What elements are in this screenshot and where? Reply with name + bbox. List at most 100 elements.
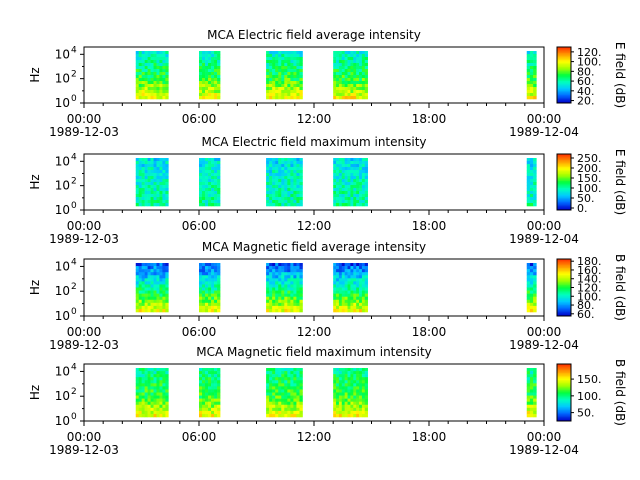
heatmap-cell: [533, 404, 537, 409]
heatmap-cell: [350, 269, 354, 273]
heatmap-cell: [347, 374, 351, 378]
heatmap-cell: [208, 401, 212, 406]
heatmap-cell: [350, 90, 354, 94]
heatmap-cell: [344, 404, 348, 409]
heatmap-cell: [278, 54, 282, 58]
y-tick-label: 10: [55, 47, 70, 61]
heatmap-cell: [336, 398, 340, 402]
heatmap-cell: [284, 66, 288, 70]
heatmap-cell: [266, 410, 270, 415]
heatmap-cell: [211, 185, 215, 189]
heatmap-cell: [153, 404, 157, 409]
heatmap-cell: [299, 290, 303, 294]
heatmap-cell: [290, 371, 294, 375]
heatmap-cell: [144, 284, 148, 288]
heatmap-cell: [364, 281, 368, 285]
heatmap-cell: [150, 69, 154, 73]
heatmap-cell: [336, 413, 340, 418]
heatmap-cell: [199, 275, 203, 279]
heatmap-cell: [529, 380, 534, 384]
heatmap-cell: [135, 374, 140, 378]
colorbar-segment: [557, 395, 571, 398]
heatmap-cell: [205, 404, 209, 409]
heatmap-cell: [269, 407, 273, 412]
heatmap-cell: [138, 302, 142, 307]
heatmap-cell: [533, 383, 537, 387]
colorbar-segment: [557, 406, 571, 409]
heatmap-cell: [147, 383, 151, 387]
heatmap-cell: [529, 182, 534, 186]
heatmap-cell: [350, 374, 354, 378]
heatmap-cell: [272, 57, 276, 61]
heatmap-cell: [153, 368, 157, 372]
heatmap-cell: [144, 72, 148, 76]
heatmap-cell: [156, 380, 160, 384]
heatmap-cell: [138, 386, 142, 390]
colorbar-segment: [557, 393, 571, 396]
heatmap-cell: [281, 380, 285, 384]
heatmap-cell: [162, 278, 166, 282]
heatmap-cell: [287, 404, 291, 409]
heatmap-cell: [533, 284, 537, 288]
heatmap-cell: [353, 72, 357, 76]
heatmap-cell: [214, 69, 218, 73]
heatmap-cell: [138, 398, 142, 402]
heatmap-cell: [135, 266, 140, 270]
heatmap-cell: [153, 170, 157, 174]
heatmap-cell: [299, 54, 303, 58]
heatmap-cell: [336, 395, 340, 399]
heatmap-cell: [202, 81, 206, 85]
heatmap-cell: [359, 371, 363, 375]
heatmap-cell: [211, 296, 215, 301]
heatmap-cell: [533, 413, 537, 418]
heatmap-cell: [147, 84, 151, 88]
heatmap-cell: [147, 293, 151, 297]
heatmap-cell: [336, 263, 340, 267]
heatmap-cell: [336, 392, 340, 396]
heatmap-cell: [199, 66, 203, 70]
heatmap-cell: [336, 284, 340, 288]
colorbar-segment: [557, 298, 571, 301]
heatmap-cell: [162, 78, 166, 82]
heatmap-cell: [159, 377, 163, 381]
heatmap-cell: [284, 54, 288, 58]
heatmap-cell: [208, 392, 212, 396]
heatmap-cell: [361, 75, 366, 79]
heatmap-cell: [147, 93, 151, 97]
heatmap-cell: [359, 75, 363, 79]
heatmap-cell: [284, 84, 288, 88]
heatmap-cell: [275, 203, 279, 207]
heatmap-cell: [205, 263, 209, 267]
heatmap-cell: [272, 299, 276, 304]
colorbar-tick-label: 0.: [577, 202, 588, 215]
heatmap-cell: [364, 167, 368, 171]
heatmap-cell: [144, 51, 148, 55]
heatmap-cell: [135, 272, 140, 276]
heatmap-cell: [141, 266, 145, 270]
heatmap-cell: [269, 374, 273, 378]
heatmap-cell: [266, 57, 270, 61]
heatmap-cell: [211, 275, 215, 279]
heatmap-cell: [205, 395, 209, 399]
heatmap-cell: [162, 185, 166, 189]
heatmap-cell: [211, 63, 215, 67]
heatmap-cell: [290, 179, 294, 183]
colorbar-segment: [557, 49, 571, 52]
heatmap-cell: [202, 308, 206, 313]
heatmap-cell: [269, 90, 273, 94]
heatmap-cell: [338, 272, 343, 276]
heatmap-cell: [347, 308, 351, 313]
y-tick-label: 10: [55, 179, 70, 193]
heatmap-cell: [341, 69, 345, 73]
heatmap-cell: [159, 398, 163, 402]
heatmap-cell: [353, 170, 357, 174]
heatmap-cell: [159, 287, 163, 291]
heatmap-cell: [350, 96, 354, 100]
heatmap-cell: [353, 78, 357, 82]
colorbar-segment: [557, 281, 571, 284]
heatmap-cell: [144, 302, 148, 307]
heatmap-cell: [162, 383, 166, 387]
heatmap-cell: [214, 200, 218, 204]
heatmap-cell: [333, 93, 337, 97]
heatmap-cell: [141, 293, 145, 297]
